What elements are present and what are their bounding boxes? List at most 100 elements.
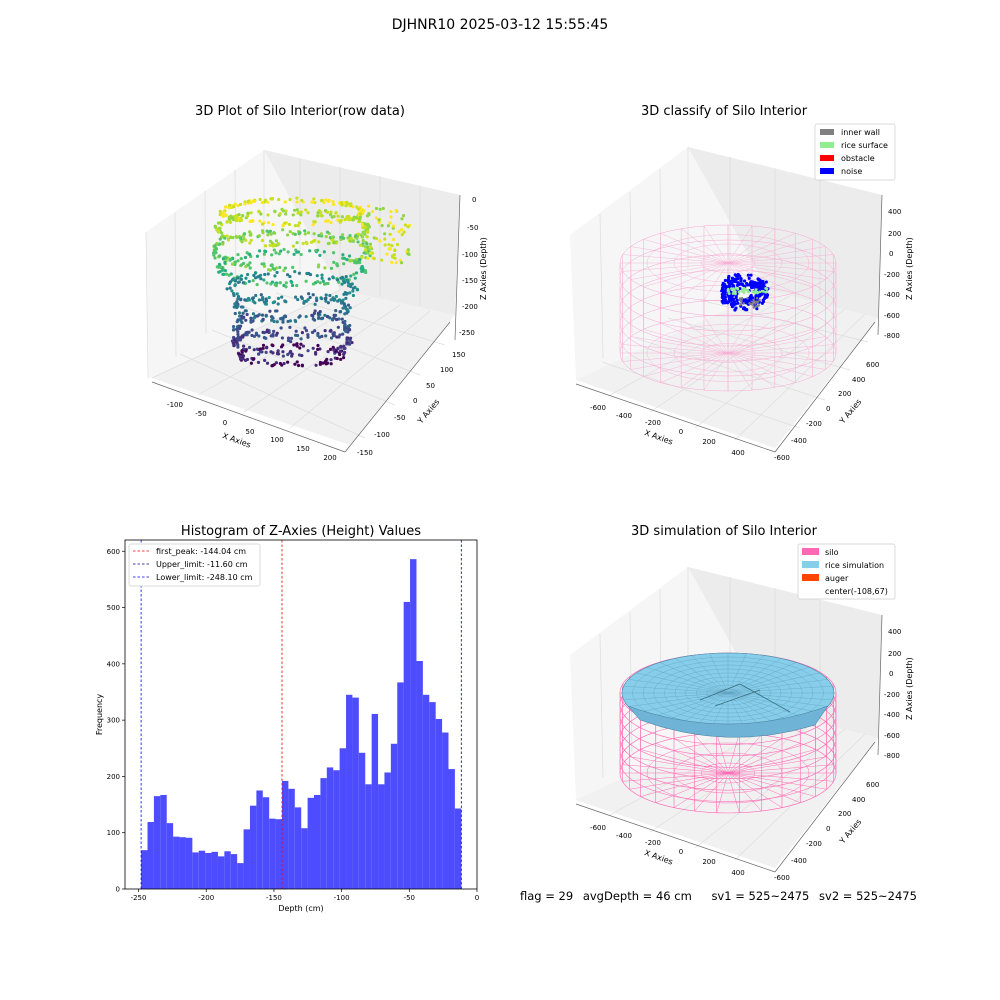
inner-wall-point	[753, 300, 756, 303]
classify-x-tick: 400	[731, 449, 744, 457]
raw-x-tick: 150	[296, 445, 309, 453]
raw-point	[354, 234, 358, 238]
raw-point	[283, 221, 287, 225]
raw-point	[286, 319, 290, 324]
raw-point	[324, 235, 328, 239]
raw-point	[250, 296, 255, 301]
raw-point	[332, 331, 336, 335]
raw-point	[361, 266, 365, 271]
raw-point	[245, 357, 250, 362]
raw-point	[240, 334, 244, 338]
raw-point	[258, 197, 262, 202]
noise-point	[728, 298, 732, 302]
raw-point	[332, 260, 336, 264]
raw-point	[236, 295, 241, 299]
raw-point	[299, 252, 303, 257]
raw-point	[340, 317, 344, 321]
rice-surface-point	[758, 290, 762, 294]
raw-point	[374, 206, 379, 211]
histogram-bar	[442, 732, 449, 889]
raw-point	[345, 200, 349, 204]
raw-point	[241, 214, 245, 218]
raw-point	[336, 347, 340, 351]
raw-point	[360, 223, 365, 227]
raw-point	[295, 200, 299, 204]
raw-point	[344, 275, 348, 279]
histogram-bar	[429, 702, 436, 889]
raw-point	[295, 344, 299, 348]
raw-point	[235, 320, 239, 324]
noise-point	[723, 301, 727, 305]
raw-point	[286, 250, 290, 254]
raw-point	[316, 347, 320, 351]
raw-point	[287, 222, 292, 227]
raw-point	[269, 232, 273, 236]
raw-point	[338, 219, 342, 223]
raw-point	[383, 243, 387, 247]
raw-point	[244, 318, 248, 322]
wire-ring	[673, 752, 783, 794]
raw-point	[378, 239, 382, 243]
raw-point	[264, 336, 268, 340]
histogram-bar	[211, 851, 218, 889]
raw-point	[233, 302, 237, 306]
raw-point	[222, 210, 226, 214]
rice-mesh-spoke	[727, 653, 747, 694]
sim-x-tick: 400	[731, 869, 744, 877]
raw-point	[300, 331, 305, 335]
raw-point	[314, 296, 319, 300]
raw-point	[325, 230, 330, 234]
classify-y-tick: -400	[791, 437, 807, 445]
noise-point	[755, 285, 759, 289]
raw-point	[228, 220, 233, 224]
raw-point	[236, 329, 240, 334]
legend-swatch-auger	[802, 574, 819, 581]
raw-point	[327, 241, 331, 246]
raw-point	[288, 325, 292, 329]
raw-point	[297, 271, 302, 275]
raw-point	[345, 311, 349, 315]
raw-point	[265, 345, 269, 349]
wire-ring	[700, 253, 756, 273]
raw-point	[385, 252, 389, 256]
histogram-bar	[179, 837, 186, 889]
noise-point	[742, 279, 747, 283]
raw-point	[289, 339, 293, 344]
rice-surface-point	[734, 286, 738, 290]
raw-point	[406, 248, 410, 252]
sim-y-tick: -200	[806, 840, 822, 848]
sim-y-tick: 400	[852, 796, 865, 804]
raw-point	[277, 252, 281, 256]
raw-point	[225, 234, 229, 238]
raw-point	[342, 347, 346, 351]
raw-point	[337, 280, 341, 284]
silo-simulation-wireframe	[619, 652, 837, 814]
raw-y-tick: -50	[394, 414, 405, 422]
raw-point	[324, 198, 328, 202]
histogram-bar	[435, 719, 443, 889]
histogram-bar	[320, 778, 327, 889]
figure-title: DJHNR10 2025-03-12 15:55:45	[391, 17, 609, 33]
classify-x-tick: -200	[645, 419, 661, 427]
raw-point	[240, 349, 244, 354]
raw-point	[218, 254, 222, 258]
raw-x-tick: -100	[167, 401, 183, 409]
raw-point	[249, 211, 253, 215]
rice-surface-point	[746, 288, 750, 292]
raw-point	[292, 208, 297, 212]
raw-point	[389, 215, 393, 219]
raw-point	[353, 260, 357, 265]
raw-point	[320, 273, 324, 277]
raw-point	[304, 279, 308, 283]
rice-mesh-spoke	[727, 662, 797, 694]
raw-point	[354, 271, 359, 275]
raw-point	[322, 201, 326, 205]
raw-point	[232, 205, 236, 209]
raw-point	[378, 207, 382, 211]
raw-point	[283, 266, 287, 270]
raw-point	[402, 230, 406, 234]
raw-point	[245, 312, 249, 317]
raw-point	[257, 298, 262, 302]
raw-point	[307, 271, 311, 276]
